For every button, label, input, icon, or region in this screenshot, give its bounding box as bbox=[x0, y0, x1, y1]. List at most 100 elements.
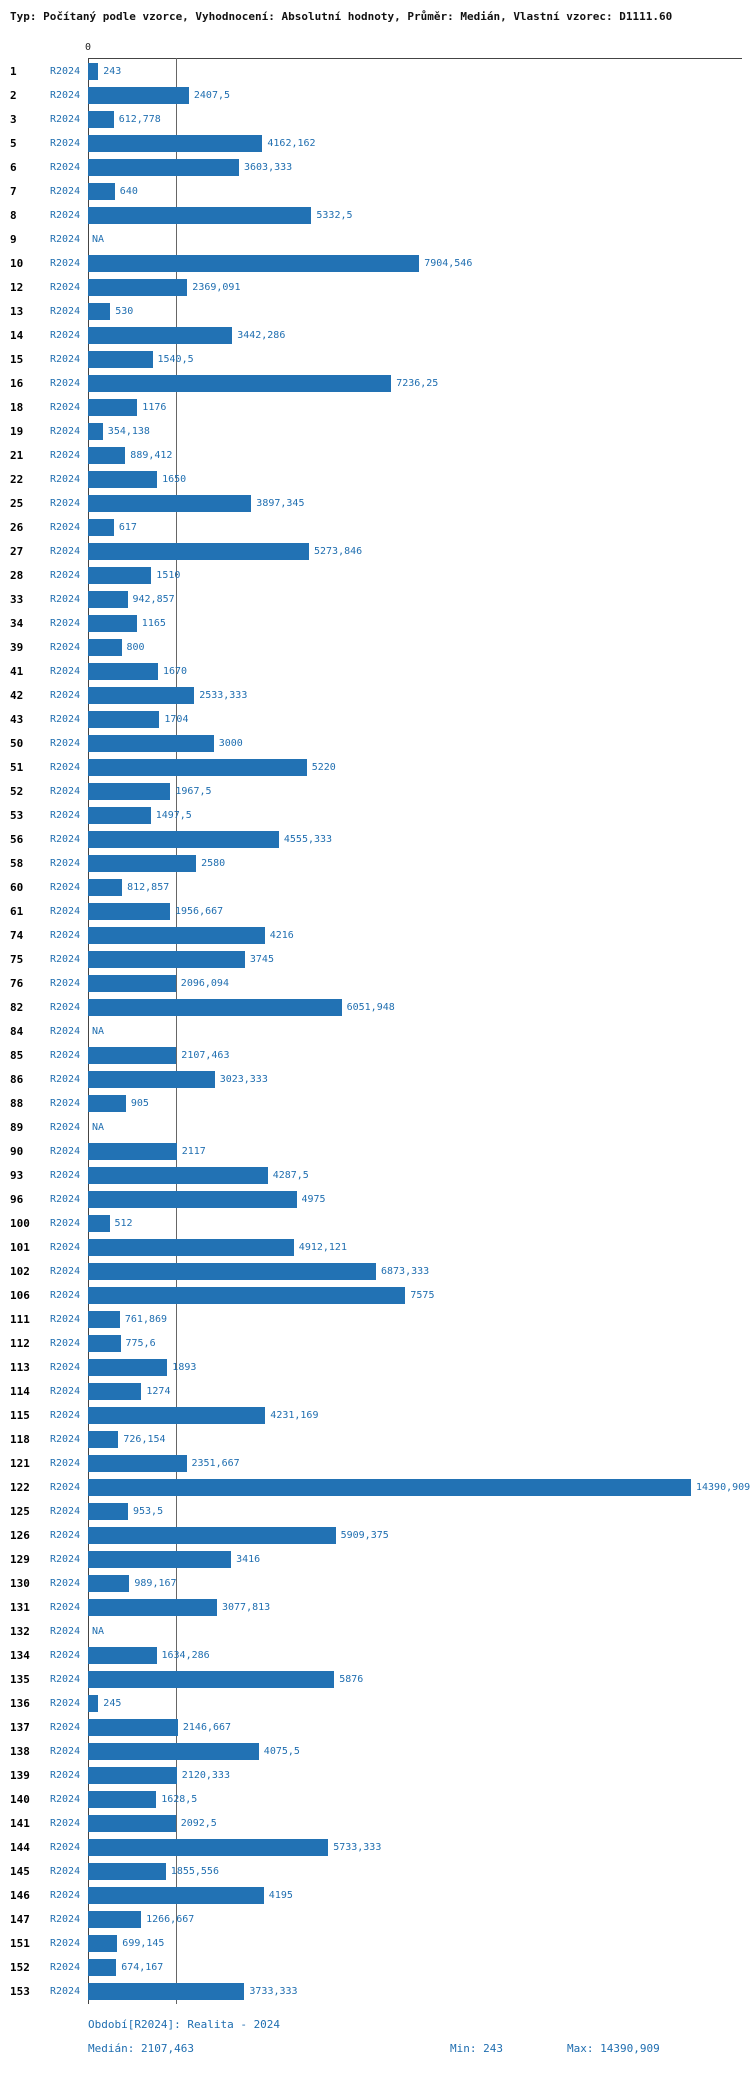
chart-row: 118 R2024 726,154 bbox=[0, 1428, 750, 1452]
value-label: 2407,5 bbox=[193, 90, 231, 101]
bar-rows-container: 1 R2024 243 2 R2024 2407,5 3 R2024 612,778 5 R2024… bbox=[0, 60, 750, 2004]
series-label: R2024 bbox=[50, 1386, 81, 1397]
value-label: 1176 bbox=[142, 402, 167, 413]
series-label: R2024 bbox=[50, 1482, 81, 1493]
value-label: 3733,333 bbox=[249, 1986, 298, 1997]
row-number: 131 bbox=[10, 1601, 30, 1614]
value-label: 4162,162 bbox=[267, 138, 316, 149]
chart-row: 89 R2024 NA bbox=[0, 1116, 750, 1140]
chart-row: 76 R2024 2096,094 bbox=[0, 972, 750, 996]
chart-row: 61 R2024 1956,667 bbox=[0, 900, 750, 924]
series-label: R2024 bbox=[50, 1674, 81, 1685]
row-number: 58 bbox=[10, 857, 24, 870]
value-bar bbox=[88, 1863, 166, 1880]
series-label: R2024 bbox=[50, 906, 81, 917]
value-label: 2120,333 bbox=[181, 1770, 230, 1781]
value-bar bbox=[88, 1887, 264, 1904]
series-label: R2024 bbox=[50, 1434, 81, 1445]
value-bar bbox=[88, 1239, 294, 1256]
value-label: 942,857 bbox=[132, 594, 175, 605]
value-label: 4975 bbox=[301, 1194, 326, 1205]
value-label: 2533,333 bbox=[199, 690, 248, 701]
value-bar bbox=[88, 1527, 336, 1544]
series-label: R2024 bbox=[50, 66, 81, 77]
value-label: 2580 bbox=[201, 858, 226, 869]
series-label: R2024 bbox=[50, 306, 81, 317]
series-label: R2024 bbox=[50, 1962, 81, 1973]
series-label: R2024 bbox=[50, 186, 81, 197]
value-bar bbox=[88, 1335, 121, 1352]
chart-row: 115 R2024 4231,169 bbox=[0, 1404, 750, 1428]
row-number: 90 bbox=[10, 1145, 24, 1158]
chart-row: 51 R2024 5220 bbox=[0, 756, 750, 780]
row-number: 16 bbox=[10, 377, 24, 390]
series-label: R2024 bbox=[50, 1722, 81, 1733]
row-number: 152 bbox=[10, 1961, 30, 1974]
series-label: R2024 bbox=[50, 1002, 81, 1013]
row-number: 101 bbox=[10, 1241, 30, 1254]
chart-row: 151 R2024 699,145 bbox=[0, 1932, 750, 1956]
series-label: R2024 bbox=[50, 1458, 81, 1469]
series-label: R2024 bbox=[50, 1242, 81, 1253]
value-label: 1650 bbox=[162, 474, 187, 485]
chart-row: 27 R2024 5273,846 bbox=[0, 540, 750, 564]
chart-row: 132 R2024 NA bbox=[0, 1620, 750, 1644]
series-label: R2024 bbox=[50, 714, 81, 725]
value-bar bbox=[88, 1959, 117, 1976]
value-label: 7236,25 bbox=[396, 378, 439, 389]
row-number: 14 bbox=[10, 329, 24, 342]
series-label: R2024 bbox=[50, 114, 81, 125]
value-label: 2351,667 bbox=[191, 1458, 240, 1469]
row-number: 9 bbox=[10, 233, 17, 246]
series-label: R2024 bbox=[50, 1866, 81, 1877]
value-bar bbox=[88, 1791, 157, 1808]
series-label: R2024 bbox=[50, 1026, 81, 1037]
chart-row: 56 R2024 4555,333 bbox=[0, 828, 750, 852]
chart-row: 111 R2024 761,869 bbox=[0, 1308, 750, 1332]
value-label: 5909,375 bbox=[340, 1530, 389, 1541]
value-bar bbox=[88, 447, 126, 464]
value-bar bbox=[88, 1047, 177, 1064]
row-number: 10 bbox=[10, 257, 24, 270]
chart-row: 129 R2024 3416 bbox=[0, 1548, 750, 1572]
zero-axis-line bbox=[88, 58, 89, 2004]
series-label: R2024 bbox=[50, 690, 81, 701]
value-bar bbox=[88, 1431, 119, 1448]
series-label: R2024 bbox=[50, 1818, 81, 1829]
value-label: 1893 bbox=[172, 1362, 197, 1373]
row-number: 12 bbox=[10, 281, 24, 294]
series-label: R2024 bbox=[50, 1746, 81, 1757]
value-bar bbox=[88, 951, 245, 968]
series-label: R2024 bbox=[50, 1074, 81, 1085]
row-number: 121 bbox=[10, 1457, 30, 1470]
chart-row: 52 R2024 1967,5 bbox=[0, 780, 750, 804]
chart-row: 153 R2024 3733,333 bbox=[0, 1980, 750, 2004]
row-number: 39 bbox=[10, 641, 24, 654]
chart-row: 113 R2024 1893 bbox=[0, 1356, 750, 1380]
value-bar bbox=[88, 1647, 157, 1664]
row-number: 115 bbox=[10, 1409, 30, 1422]
row-number: 100 bbox=[10, 1217, 30, 1230]
value-label: 4231,169 bbox=[270, 1410, 319, 1421]
value-bar bbox=[88, 495, 252, 512]
row-number: 13 bbox=[10, 305, 24, 318]
value-label: 4287,5 bbox=[272, 1170, 309, 1181]
chart-row: 22 R2024 1650 bbox=[0, 468, 750, 492]
series-label: R2024 bbox=[50, 978, 81, 989]
row-number: 135 bbox=[10, 1673, 30, 1686]
value-label: 1967,5 bbox=[175, 786, 212, 797]
chart-row: 42 R2024 2533,333 bbox=[0, 684, 750, 708]
value-bar bbox=[88, 663, 158, 680]
row-number: 139 bbox=[10, 1769, 30, 1782]
value-label: 1634,286 bbox=[161, 1650, 210, 1661]
value-label: 1540,5 bbox=[157, 354, 194, 365]
row-number: 34 bbox=[10, 617, 24, 630]
chart-row: 28 R2024 1510 bbox=[0, 564, 750, 588]
chart-row: 33 R2024 942,857 bbox=[0, 588, 750, 612]
value-bar bbox=[88, 1383, 142, 1400]
value-bar bbox=[88, 1839, 329, 1856]
value-label: 3023,333 bbox=[219, 1074, 268, 1085]
chart-row: 19 R2024 354,138 bbox=[0, 420, 750, 444]
value-bar bbox=[88, 1455, 187, 1472]
value-label: 3745 bbox=[249, 954, 274, 965]
